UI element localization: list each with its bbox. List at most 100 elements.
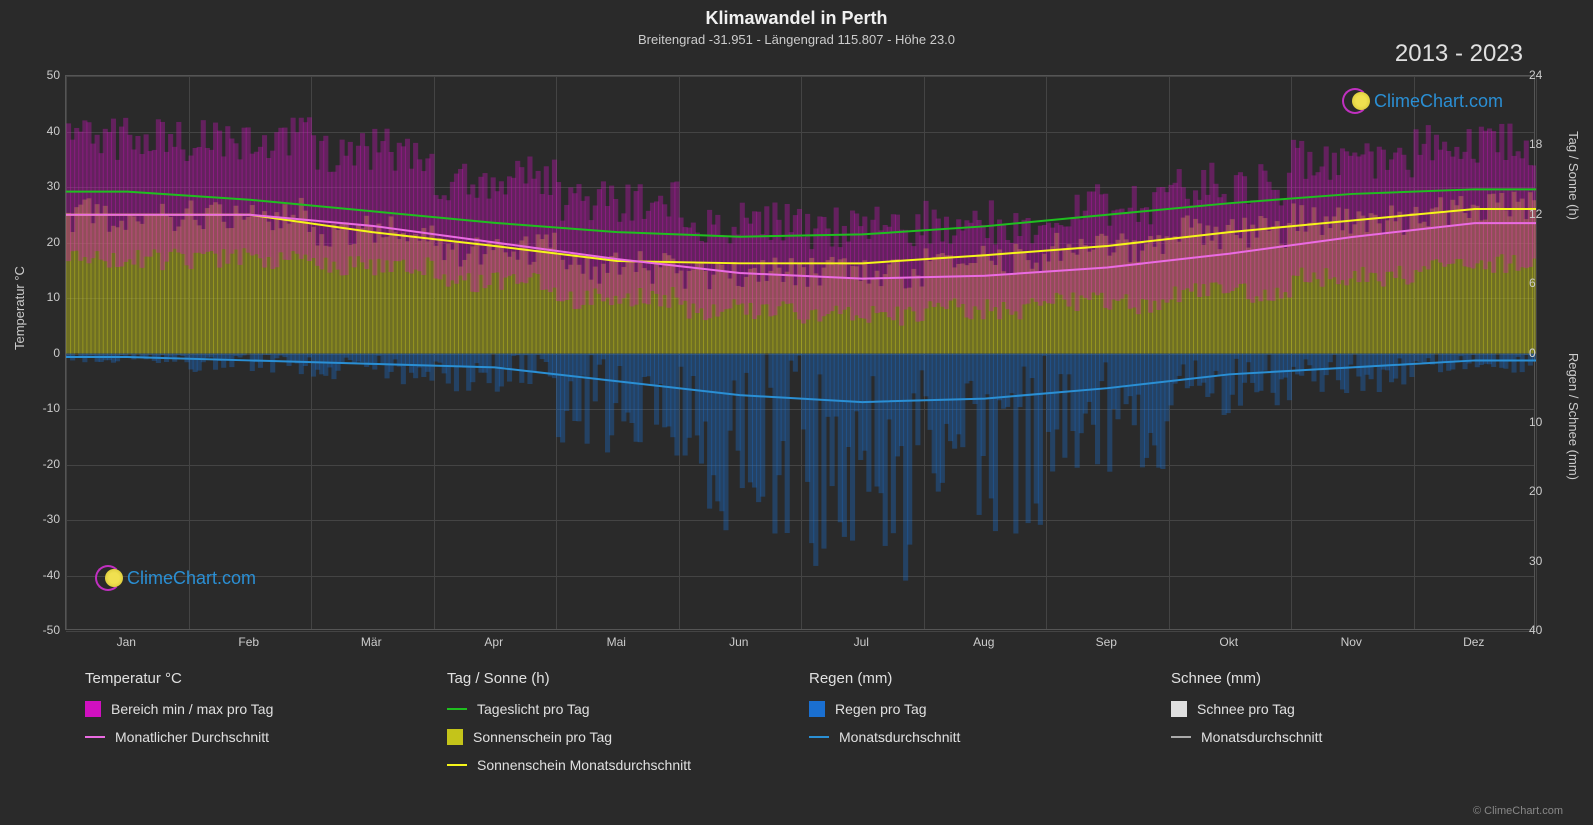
legend-header: Regen (mm) (809, 670, 1171, 687)
chart-subtitle: Breitengrad -31.951 - Längengrad 115.807… (0, 32, 1593, 47)
watermark-text: ClimeChart.com (1374, 91, 1503, 112)
rain-bar (1262, 354, 1267, 371)
watermark-logo-icon (1342, 88, 1368, 114)
legend-header: Tag / Sonne (h) (447, 670, 809, 687)
y-tick-left: 0 (35, 346, 60, 360)
legend-swatch (85, 701, 101, 717)
watermark-text: ClimeChart.com (127, 568, 256, 589)
rain-bar (1520, 354, 1525, 373)
y-tick-right: 0 (1529, 346, 1554, 360)
y-tick-right: 24 (1529, 68, 1554, 82)
y-tick-right: 12 (1529, 207, 1554, 221)
legend-swatch (447, 764, 467, 766)
rain-bar (1328, 354, 1333, 363)
rain-bar (507, 354, 512, 382)
y-tick-right: 6 (1529, 276, 1554, 290)
x-tick-month: Nov (1331, 635, 1371, 649)
legend-swatch (1171, 736, 1191, 738)
y-tick-left: -20 (35, 457, 60, 471)
rain-bar (487, 354, 492, 384)
legend-label: Monatsdurchschnitt (839, 729, 960, 745)
rain-bar (813, 354, 818, 566)
rain-bar (793, 354, 798, 372)
legend-item: Monatsdurchschnitt (1171, 729, 1533, 745)
y-tick-right: 40 (1529, 623, 1554, 637)
legend-swatch (1171, 701, 1187, 717)
rain-bar (785, 354, 790, 534)
rain-bar (242, 354, 247, 356)
rain-bar (740, 354, 745, 489)
legend-column: Schnee (mm) Schnee pro Tag Monatsdurchschn… (1171, 670, 1533, 785)
legend-item: Regen pro Tag (809, 701, 1171, 717)
y-axis-right-bottom-label: Regen / Schnee (mm) (1566, 353, 1581, 480)
y-tick-left: -30 (35, 512, 60, 526)
legend-label: Tageslicht pro Tag (477, 701, 590, 717)
rain-bar (760, 354, 765, 497)
y-tick-left: 30 (35, 179, 60, 193)
rain-bar (1026, 354, 1031, 524)
y-tick-right: 10 (1529, 415, 1554, 429)
legend-label: Sonnenschein Monatsdurchschnitt (477, 757, 691, 773)
legend-label: Bereich min / max pro Tag (111, 701, 273, 717)
chart-area (65, 75, 1535, 630)
rain-bar (532, 354, 537, 373)
x-tick-month: Sep (1086, 635, 1126, 649)
x-tick-month: Jul (841, 635, 881, 649)
legend-item: Sonnenschein Monatsdurchschnitt (447, 757, 809, 773)
x-tick-month: Jun (719, 635, 759, 649)
y-tick-left: -10 (35, 401, 60, 415)
legend-column: Regen (mm) Regen pro Tag Monatsdurchschnit… (809, 670, 1171, 785)
watermark-bottom: ClimeChart.com (95, 565, 256, 591)
y-axis-right-top-label: Tag / Sonne (h) (1566, 131, 1581, 220)
y-tick-left: 50 (35, 68, 60, 82)
rain-bar (372, 354, 377, 370)
x-tick-month: Apr (474, 635, 514, 649)
x-tick-month: Feb (229, 635, 269, 649)
y-tick-left: 10 (35, 290, 60, 304)
legend-item: Bereich min / max pro Tag (85, 701, 447, 717)
legend-swatch (447, 729, 463, 745)
legend-item: Tageslicht pro Tag (447, 701, 809, 717)
watermark-logo-icon (95, 565, 121, 591)
legend-label: Schnee pro Tag (1197, 701, 1295, 717)
y-tick-left: 40 (35, 124, 60, 138)
y-tick-right: 20 (1529, 484, 1554, 498)
rain-bar (674, 354, 679, 456)
copyright: © ClimeChart.com (1473, 805, 1563, 817)
legend-item: Monatlicher Durchschnitt (85, 729, 447, 745)
rain-bar (1348, 354, 1353, 365)
y-tick-right: 18 (1529, 137, 1554, 151)
y-tick-right: 30 (1529, 554, 1554, 568)
x-tick-month: Jan (106, 635, 146, 649)
legend: Temperatur °C Bereich min / max pro Tag Mo… (85, 670, 1533, 785)
legend-label: Monatlicher Durchschnitt (115, 729, 269, 745)
x-tick-month: Okt (1209, 635, 1249, 649)
x-tick-month: Dez (1454, 635, 1494, 649)
plot-area (66, 76, 1534, 629)
legend-column: Temperatur °C Bereich min / max pro Tag Mo… (85, 670, 447, 785)
y-tick-left: 20 (35, 235, 60, 249)
legend-label: Regen pro Tag (835, 701, 927, 717)
x-tick-month: Mai (596, 635, 636, 649)
chart-svg (66, 76, 1536, 631)
legend-header: Schnee (mm) (1171, 670, 1533, 687)
gridline-h (66, 631, 1534, 632)
legend-item: Sonnenschein pro Tag (447, 729, 809, 745)
legend-swatch (809, 701, 825, 717)
legend-label: Monatsdurchschnitt (1201, 729, 1322, 745)
legend-column: Tag / Sonne (h) Tageslicht pro Tag Sonnens… (447, 670, 809, 785)
legend-swatch (809, 736, 829, 738)
x-tick-month: Aug (964, 635, 1004, 649)
rain-bar (1467, 354, 1472, 364)
legend-swatch (447, 708, 467, 710)
rain-bar (1038, 354, 1043, 525)
y-tick-left: -50 (35, 623, 60, 637)
chart-title: Klimawandel in Perth (0, 8, 1593, 29)
legend-item: Monatsdurchschnitt (809, 729, 1171, 745)
legend-label: Sonnenschein pro Tag (473, 729, 612, 745)
legend-header: Temperatur °C (85, 670, 447, 687)
rain-bar (519, 354, 524, 383)
legend-item: Schnee pro Tag (1171, 701, 1533, 717)
legend-swatch (85, 736, 105, 738)
y-axis-left-label: Temperatur °C (12, 266, 27, 350)
